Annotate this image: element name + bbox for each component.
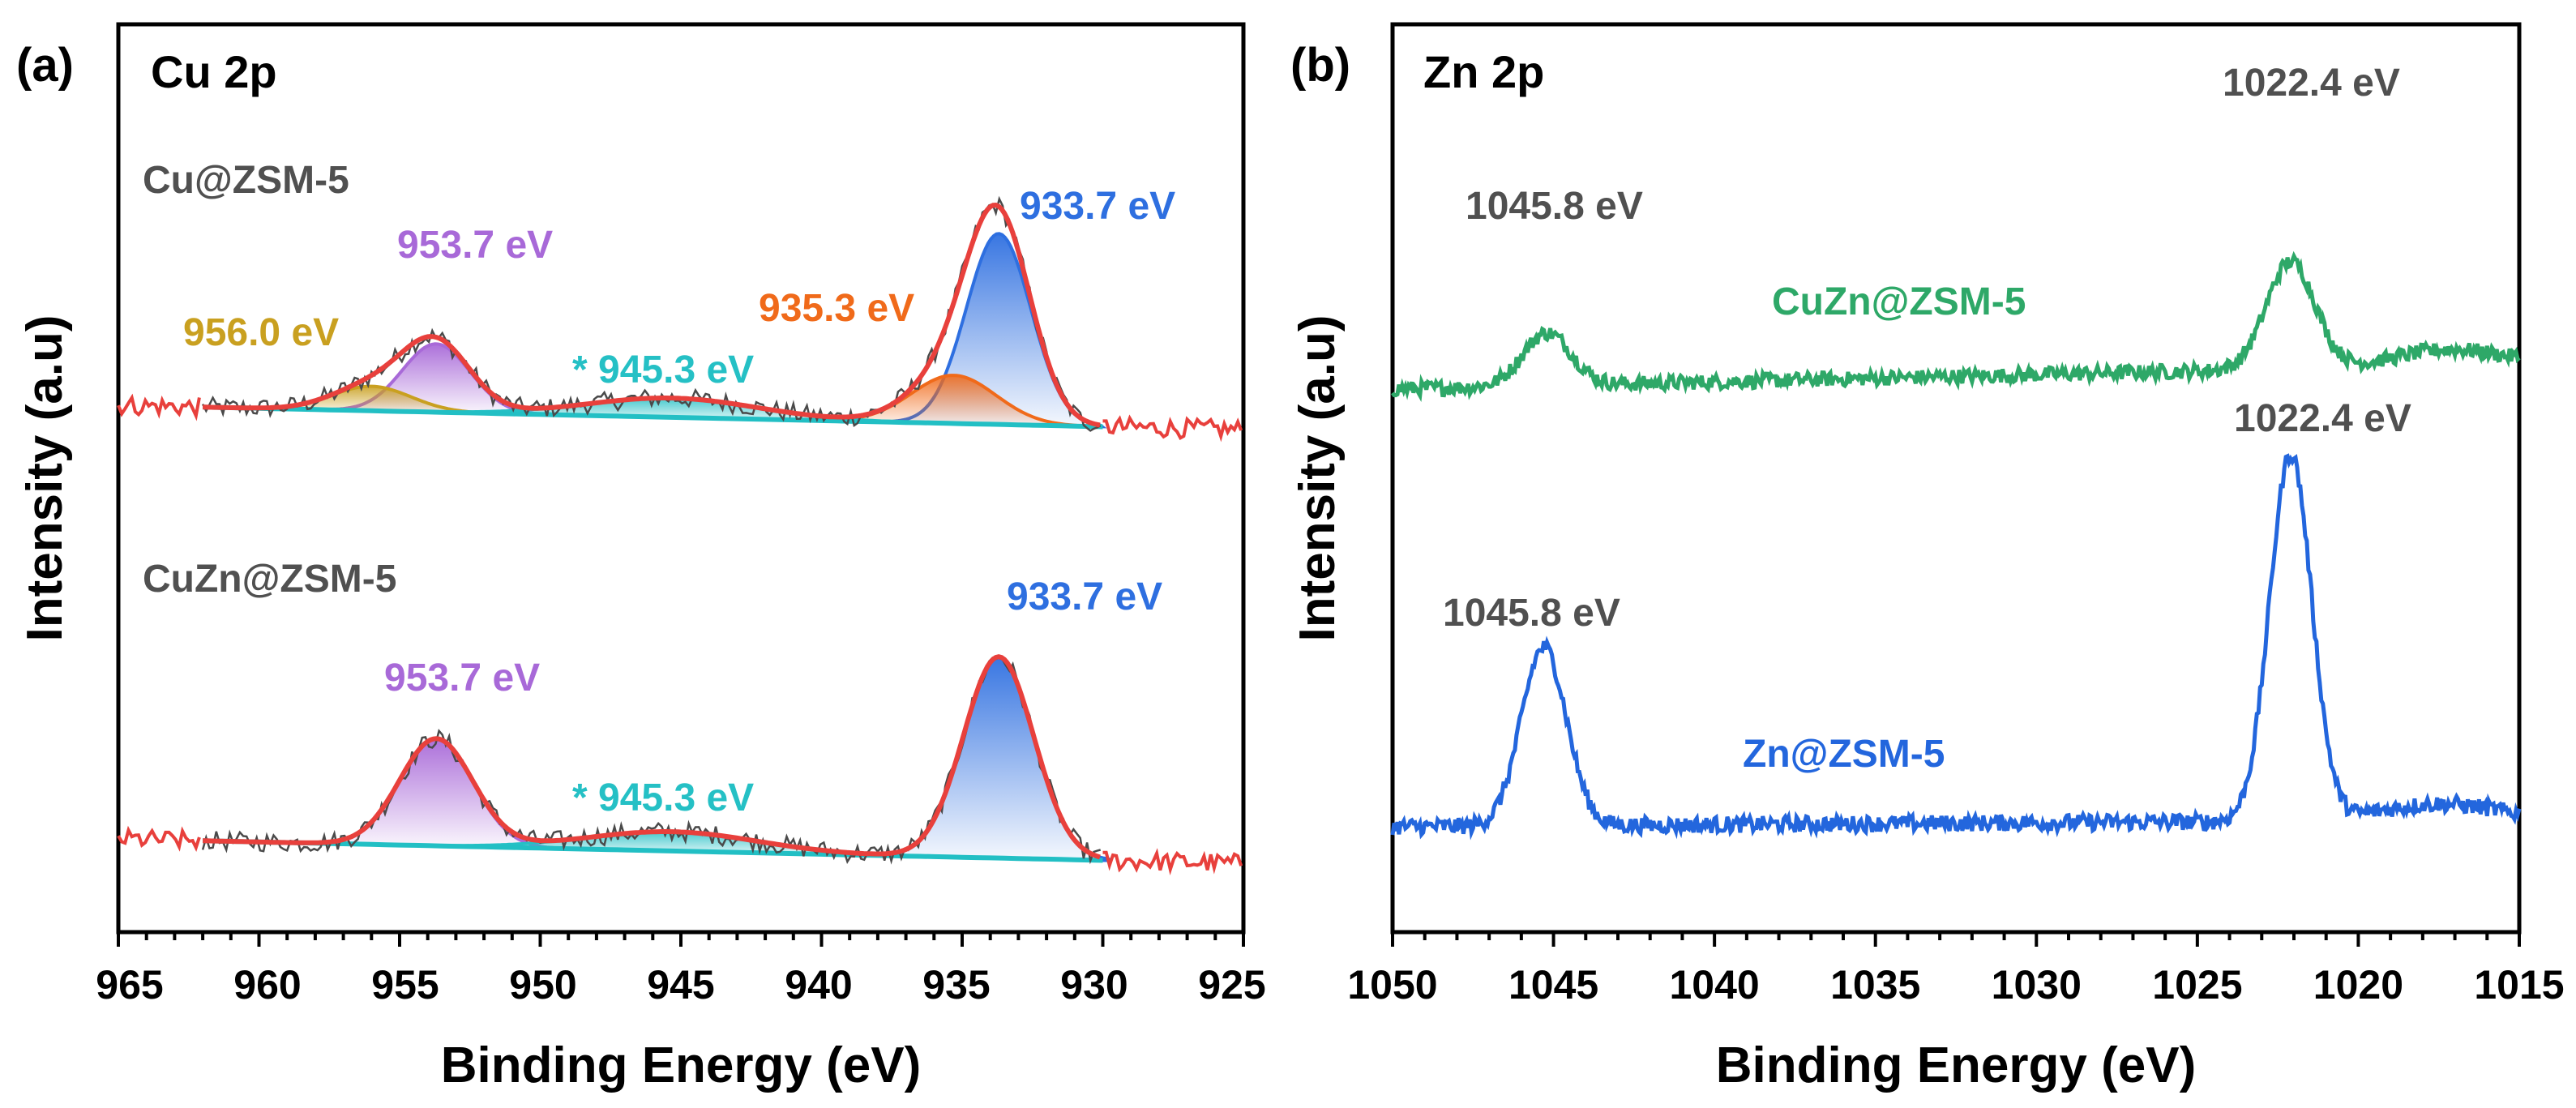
panel-a-series-cuzn (117, 654, 1243, 875)
panel-b-tick-label-1020: 1020 (2313, 962, 2403, 1007)
panel-b-peak-label-1045-bottom: 1045.8 eV (1443, 592, 1620, 635)
panel-b-sample-label-zn: Zn@ZSM-5 (1743, 733, 1945, 776)
panel-b-x-axis-title: Binding Energy (eV) (1716, 1037, 2196, 1093)
panel-b-tick-label-1030: 1030 (1992, 962, 2082, 1007)
panel-b-tick-label-1015: 1015 (2474, 962, 2564, 1007)
panel-a-envelope-cu (203, 202, 1101, 428)
panel-b-zn-2p: (b) Zn 2p 1050 1045 1040 1035 1030 1025 … (1290, 22, 2565, 1093)
panel-a-tail-left-cuzn (117, 825, 201, 853)
panel-b-title: Zn 2p (1423, 46, 1544, 97)
panel-a-tick-label-945: 945 (647, 962, 714, 1007)
panel-b-sample-label-cuzn: CuZn@ZSM-5 (1772, 280, 2026, 323)
panel-a-series-cu (117, 195, 1243, 443)
panel-a-sample-label-cu: Cu@ZSM-5 (143, 159, 349, 202)
panel-b-series-cuzn (1390, 250, 2521, 402)
panel-b-tag: (b) (1290, 39, 1350, 92)
panel-a-sample-label-cuzn: CuZn@ZSM-5 (143, 558, 396, 601)
panel-b-x-ticks (1391, 932, 2521, 947)
panel-a-y-axis-title: Intensity (a.u) (17, 314, 73, 641)
panel-a-peak-label-945-bottom: * 945.3 eV (572, 776, 754, 819)
panel-a-tail-right-cuzn (1102, 848, 1243, 875)
panel-a-curves (117, 195, 1243, 875)
panel-a-tick-label-940: 940 (785, 962, 852, 1007)
panel-a-cu-2p: (a) Cu 2p 965 960 955 950 945 940 935 93… (16, 22, 1266, 1093)
panel-b-frame (1390, 22, 2522, 935)
panel-a-peak-label-933-bottom: 933.7 eV (1007, 575, 1162, 618)
panel-a-x-ticks (117, 932, 1245, 947)
panel-a-tag: (a) (16, 39, 74, 92)
panel-b-series-zn (1390, 453, 2522, 841)
panel-a-peak-label-956: 956.0 eV (183, 311, 339, 354)
panel-a-tail-right-cu (1102, 414, 1243, 443)
panel-a-tick-label-965: 965 (96, 962, 163, 1007)
panel-a-tick-label-930: 930 (1060, 962, 1128, 1007)
panel-b-tick-label-1050: 1050 (1347, 962, 1437, 1007)
panel-a-component-cuzn-933-7 (879, 655, 1112, 862)
panel-b-curves (1390, 250, 2522, 841)
panel-a-tail-left-cu (117, 393, 201, 421)
panel-a-peak-label-945-top: * 945.3 eV (572, 349, 754, 391)
panel-a-envelope-cuzn (203, 654, 1101, 860)
panel-a-peak-label-953-top: 953.7 eV (397, 224, 553, 267)
panel-b-tick-label-1040: 1040 (1669, 962, 1759, 1007)
panel-a-x-axis-title: Binding Energy (eV) (441, 1037, 921, 1093)
panel-a-title: Cu 2p (151, 46, 277, 97)
panel-a-tick-label-950: 950 (509, 962, 576, 1007)
panel-a-peak-label-933-top: 933.7 eV (1020, 185, 1175, 228)
panel-b-peak-label-1022-bottom: 1022.4 eV (2234, 397, 2411, 440)
panel-b-peak-label-1022-top: 1022.4 eV (2223, 62, 2400, 105)
panel-a-peak-label-935: 935.3 eV (759, 287, 914, 330)
panel-b-peak-label-1045-top: 1045.8 eV (1466, 185, 1643, 228)
panel-a-tick-label-955: 955 (371, 962, 439, 1007)
panel-a-tick-label-925: 925 (1198, 962, 1265, 1007)
panel-b-tick-label-1025: 1025 (2152, 962, 2242, 1007)
panel-b-tick-label-1035: 1035 (1830, 962, 1920, 1007)
panel-a-tick-label-935: 935 (922, 962, 990, 1007)
panel-a-peak-label-953-bottom: 953.7 eV (384, 657, 540, 699)
panel-b-y-axis-title: Intensity (a.u) (1290, 314, 1346, 641)
panel-b-tick-label-1045: 1045 (1508, 962, 1598, 1007)
panel-a-tick-label-960: 960 (233, 962, 301, 1007)
panel-a-background-cu (203, 404, 1103, 430)
